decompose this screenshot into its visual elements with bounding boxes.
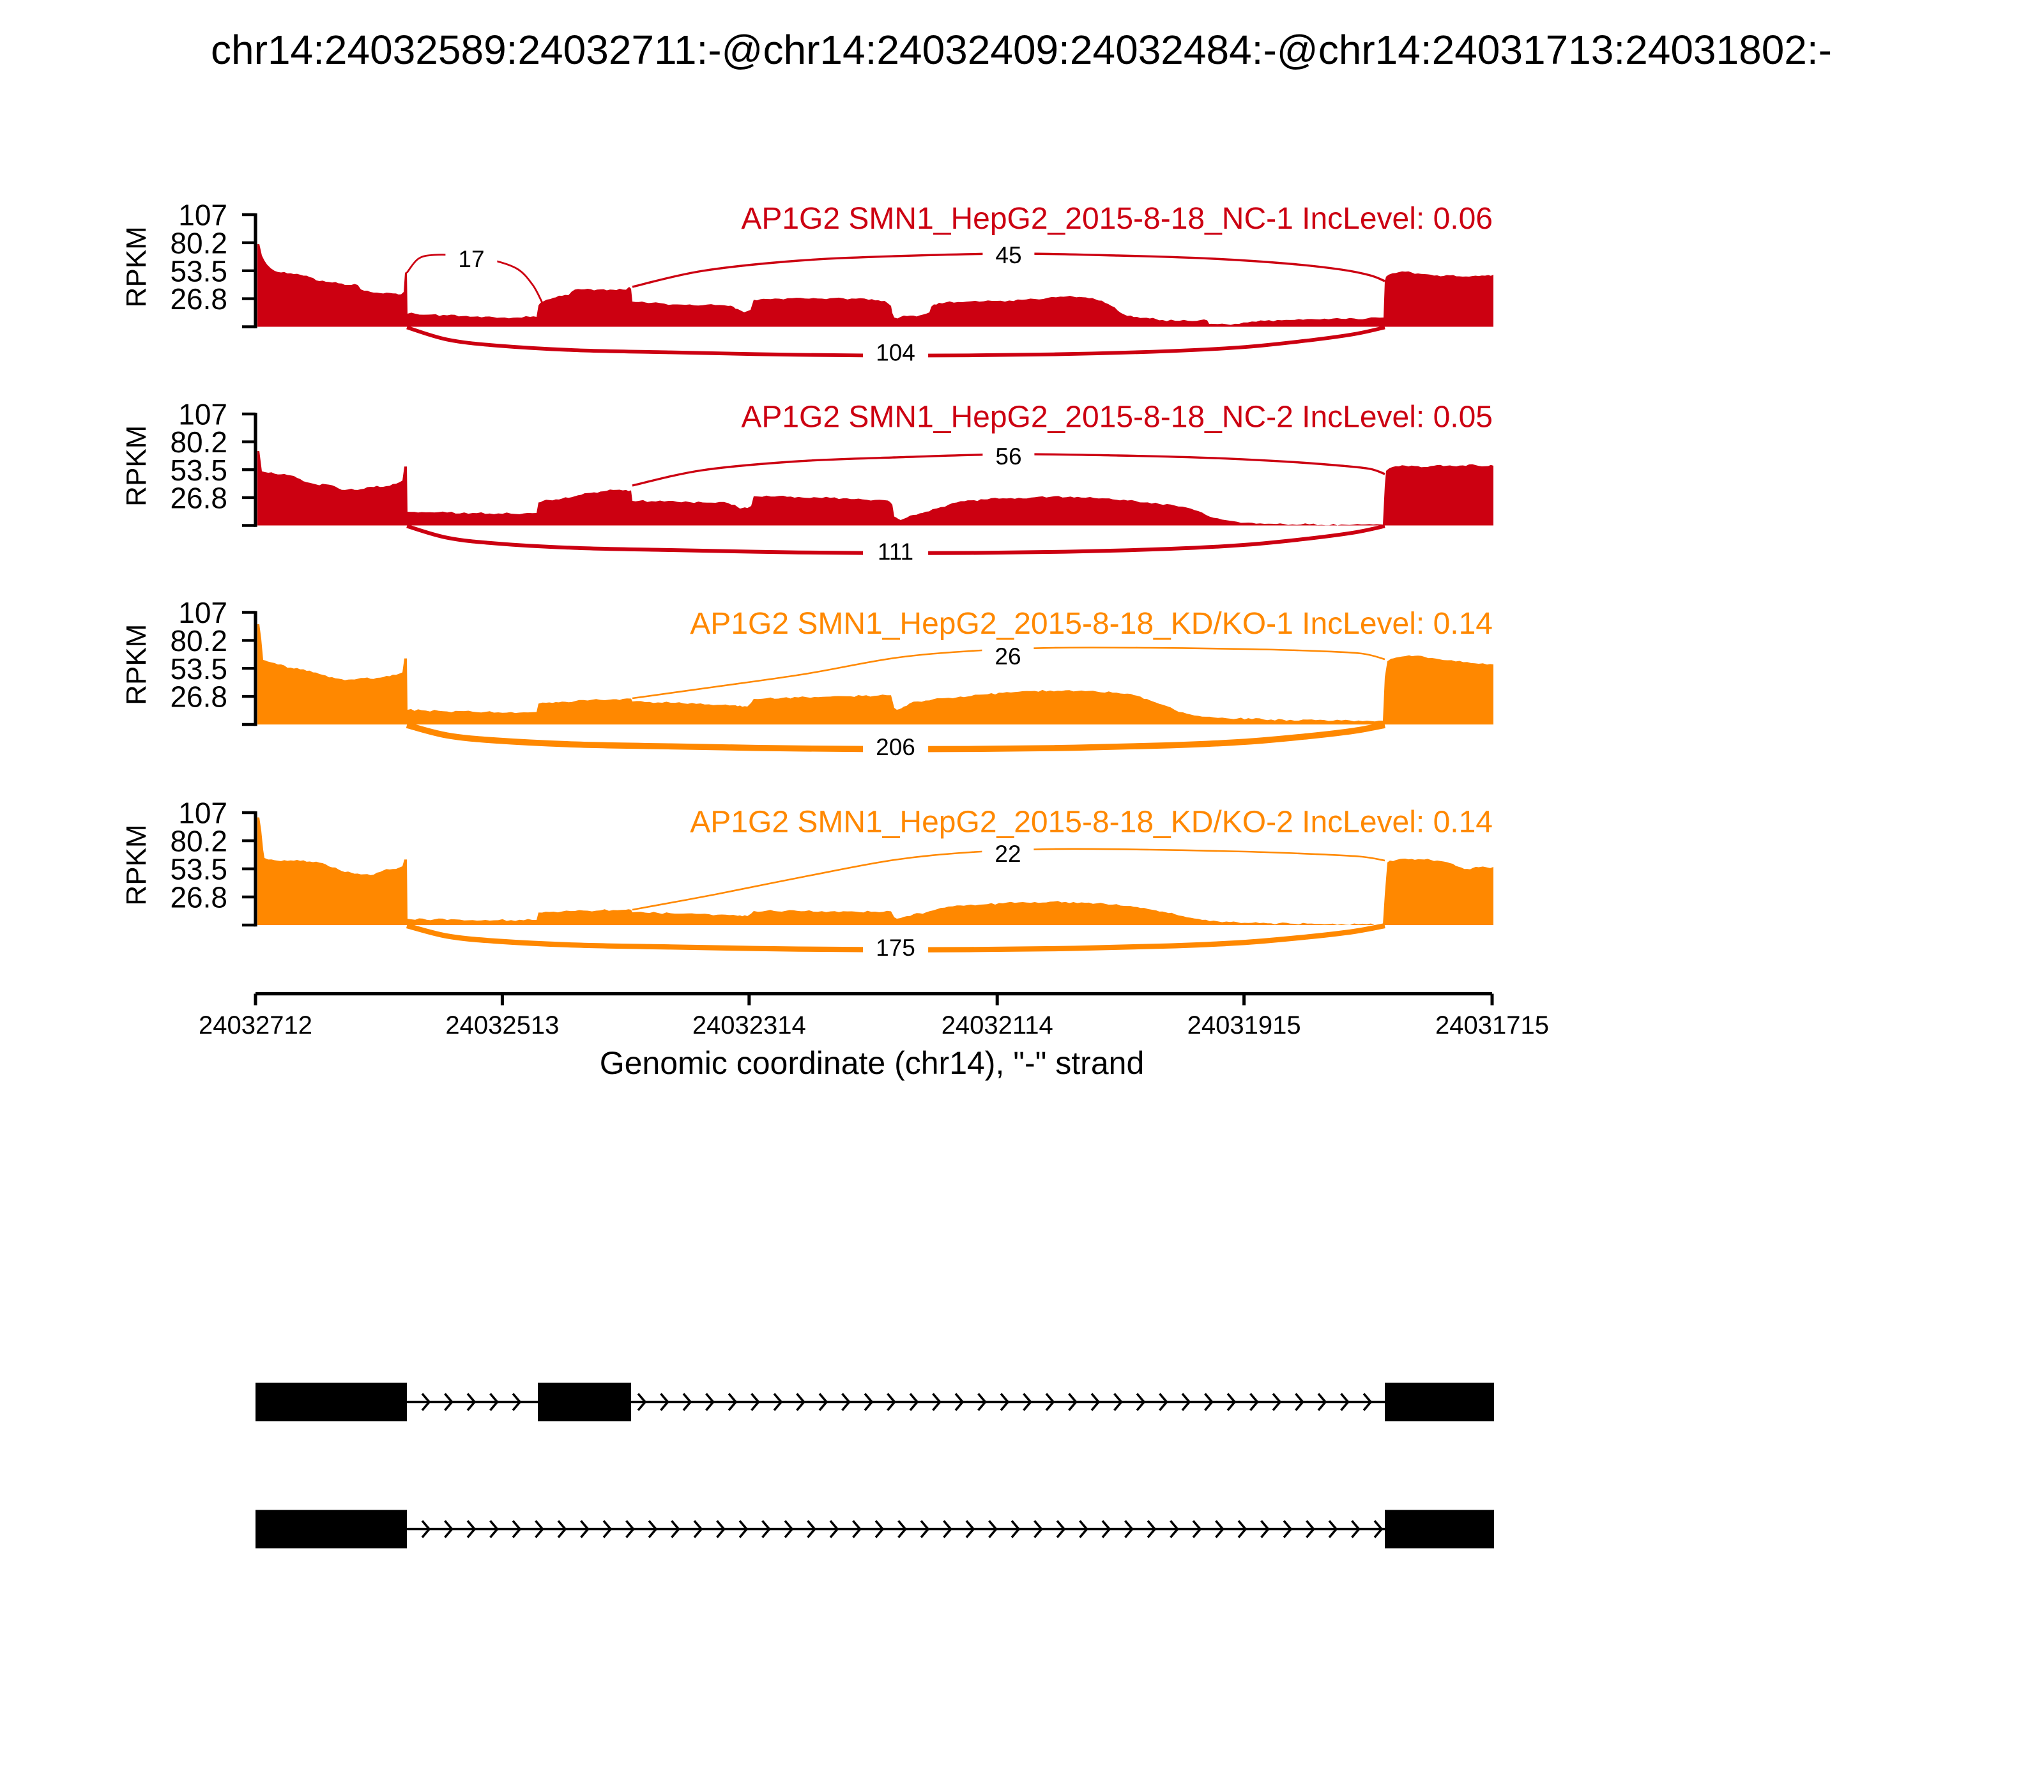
- svg-text:107: 107: [178, 797, 227, 830]
- svg-text:56: 56: [995, 443, 1021, 470]
- svg-text:24031915: 24031915: [1187, 1011, 1301, 1039]
- svg-text:104: 104: [876, 339, 915, 365]
- svg-text:175: 175: [876, 935, 915, 961]
- svg-text:111: 111: [878, 539, 913, 565]
- svg-text:RPKM: RPKM: [121, 226, 152, 307]
- svg-text:RPKM: RPKM: [121, 824, 152, 905]
- svg-text:RPKM: RPKM: [121, 425, 152, 507]
- svg-text:24032314: 24032314: [692, 1011, 806, 1039]
- svg-text:53.5: 53.5: [170, 853, 227, 886]
- svg-text:80.2: 80.2: [170, 425, 227, 459]
- svg-text:53.5: 53.5: [170, 454, 227, 487]
- svg-text:206: 206: [876, 734, 915, 760]
- svg-text:22: 22: [995, 841, 1021, 867]
- svg-text:AP1G2 SMN1_HepG2_2015-8-18_NC-: AP1G2 SMN1_HepG2_2015-8-18_NC-2 IncLevel…: [741, 401, 1493, 434]
- svg-text:RPKM: RPKM: [121, 624, 152, 705]
- svg-text:107: 107: [178, 199, 227, 232]
- svg-text:107: 107: [178, 596, 227, 629]
- svg-text:24031715: 24031715: [1435, 1011, 1549, 1039]
- svg-text:26.8: 26.8: [170, 881, 227, 914]
- svg-text:26.8: 26.8: [170, 680, 227, 714]
- svg-text:Genomic coordinate (chr14), "-: Genomic coordinate (chr14), "-" strand: [600, 1045, 1145, 1081]
- svg-text:AP1G2 SMN1_HepG2_2015-8-18_KD/: AP1G2 SMN1_HepG2_2015-8-18_KD/KO-1 IncLe…: [690, 607, 1493, 641]
- svg-text:53.5: 53.5: [170, 254, 227, 287]
- svg-text:24032712: 24032712: [199, 1011, 312, 1039]
- svg-text:AP1G2 SMN1_HepG2_2015-8-18_KD/: AP1G2 SMN1_HepG2_2015-8-18_KD/KO-2 IncLe…: [690, 806, 1493, 839]
- svg-text:53.5: 53.5: [170, 652, 227, 685]
- svg-text:80.2: 80.2: [170, 624, 227, 657]
- svg-text:80.2: 80.2: [170, 226, 227, 259]
- svg-text:80.2: 80.2: [170, 825, 227, 858]
- svg-text:24032513: 24032513: [445, 1011, 559, 1039]
- svg-text:26.8: 26.8: [170, 481, 227, 514]
- svg-text:45: 45: [995, 242, 1021, 268]
- svg-text:AP1G2 SMN1_HepG2_2015-8-18_NC-: AP1G2 SMN1_HepG2_2015-8-18_NC-1 IncLevel…: [741, 202, 1493, 236]
- svg-text:107: 107: [178, 398, 227, 431]
- svg-text:17: 17: [458, 246, 484, 272]
- svg-text:26: 26: [995, 643, 1021, 670]
- svg-text:26.8: 26.8: [170, 282, 227, 316]
- svg-text:24032114: 24032114: [942, 1011, 1053, 1039]
- svg-text:chr14:24032589:24032711:-@chr1: chr14:24032589:24032711:-@chr14:24032409…: [211, 27, 1832, 73]
